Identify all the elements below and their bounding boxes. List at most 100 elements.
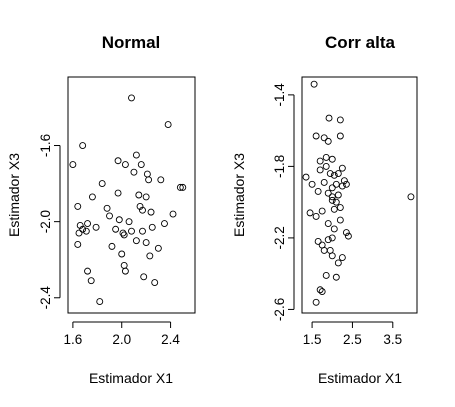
- y-axis-label-normal: Estimador X3: [6, 153, 22, 237]
- data-point: [106, 212, 113, 220]
- data-point: [312, 132, 320, 140]
- data-point: [332, 180, 340, 188]
- data-point: [322, 272, 330, 279]
- x-tick-label: 2.5: [343, 332, 362, 347]
- y-axis-normal: -2.4 -2.0 -1.6: [38, 134, 61, 310]
- data-point: [139, 227, 146, 235]
- data-point: [76, 222, 84, 229]
- data-point: [320, 134, 328, 142]
- y-tick-label: -2.6: [272, 298, 287, 321]
- data-point: [316, 157, 324, 165]
- data-point: [74, 241, 82, 248]
- chart-title-corr-alta: Corr alta: [325, 33, 395, 52]
- y-tick-label: -2.4: [38, 286, 53, 310]
- data-point: [316, 166, 324, 174]
- data-point: [143, 170, 151, 178]
- data-point: [344, 232, 352, 240]
- x-tick-label: 3.5: [383, 332, 402, 347]
- data-point: [334, 259, 342, 267]
- data-point: [322, 154, 330, 161]
- data-point: [108, 242, 116, 250]
- data-point: [157, 176, 165, 184]
- data-point: [132, 237, 140, 245]
- data-point: [84, 220, 91, 227]
- data-point: [142, 193, 150, 201]
- plot-frame-corr-alta: [301, 76, 418, 314]
- data-point: [135, 191, 143, 199]
- data-point: [114, 157, 122, 165]
- data-point: [132, 151, 140, 159]
- data-point: [79, 142, 87, 149]
- data-point: [139, 206, 146, 214]
- scatter-points-corr-alta: [302, 80, 415, 306]
- data-point: [96, 298, 104, 306]
- data-point: [328, 252, 336, 260]
- data-point: [130, 168, 138, 176]
- data-point: [125, 218, 133, 226]
- data-point: [98, 180, 106, 188]
- data-point: [306, 209, 314, 217]
- x-tick-label: 2.0: [112, 332, 131, 347]
- scatter-points-normal: [69, 94, 187, 306]
- data-point: [316, 286, 324, 294]
- chart-title-normal: Normal: [102, 33, 161, 52]
- panel-normal: Normal Estimador X1 Estimador X3 1.6 2.0 2…: [6, 33, 196, 386]
- y-tick-label: -1.4: [272, 83, 287, 107]
- plot-frame-normal: [67, 76, 196, 314]
- data-point: [176, 183, 184, 191]
- data-point: [336, 132, 344, 140]
- data-point: [342, 229, 350, 236]
- data-point: [120, 231, 128, 239]
- data-point: [69, 161, 77, 168]
- data-point: [328, 155, 336, 163]
- data-point: [330, 205, 338, 213]
- data-point: [92, 223, 100, 231]
- data-point: [121, 267, 129, 275]
- data-point: [147, 208, 155, 216]
- data-point: [328, 193, 336, 201]
- y-tick-label: -2.0: [38, 210, 53, 233]
- data-point: [328, 234, 336, 242]
- y-axis-label-corr-alta: Estimador X3: [231, 153, 247, 237]
- x-tick-label: 1.5: [303, 332, 322, 347]
- data-point: [87, 277, 95, 285]
- data-point: [326, 170, 334, 177]
- data-point: [334, 170, 342, 177]
- data-point: [169, 210, 177, 218]
- data-point: [328, 184, 336, 192]
- data-point: [325, 114, 333, 122]
- data-point: [121, 161, 129, 168]
- data-point: [137, 161, 145, 168]
- data-point: [320, 179, 328, 186]
- data-point: [332, 273, 340, 281]
- data-point: [179, 183, 187, 191]
- data-point: [324, 189, 332, 197]
- x-axis-label-corr-alta: Estimador X1: [318, 370, 402, 386]
- data-point: [115, 216, 123, 224]
- data-point: [336, 204, 344, 211]
- data-point: [338, 254, 346, 262]
- data-point: [164, 121, 172, 129]
- data-point: [88, 193, 96, 201]
- data-point: [338, 164, 346, 172]
- data-point: [136, 202, 144, 210]
- data-point: [161, 220, 168, 227]
- data-point: [330, 225, 338, 233]
- data-point: [322, 162, 330, 170]
- data-point: [154, 244, 162, 252]
- y-tick-label: -1.6: [38, 134, 53, 157]
- data-point: [142, 239, 150, 247]
- data-point: [312, 213, 320, 220]
- data-point: [79, 225, 87, 233]
- data-point: [332, 198, 340, 206]
- y-axis-corr-alta: -2.6 -2.2 -1.8 -1.4: [272, 83, 295, 321]
- data-point: [146, 252, 154, 260]
- data-point: [342, 180, 350, 188]
- data-point: [318, 207, 326, 215]
- data-point: [114, 189, 122, 197]
- data-point: [328, 196, 336, 204]
- data-point: [336, 116, 344, 124]
- data-point: [308, 180, 316, 188]
- data-point: [118, 250, 126, 258]
